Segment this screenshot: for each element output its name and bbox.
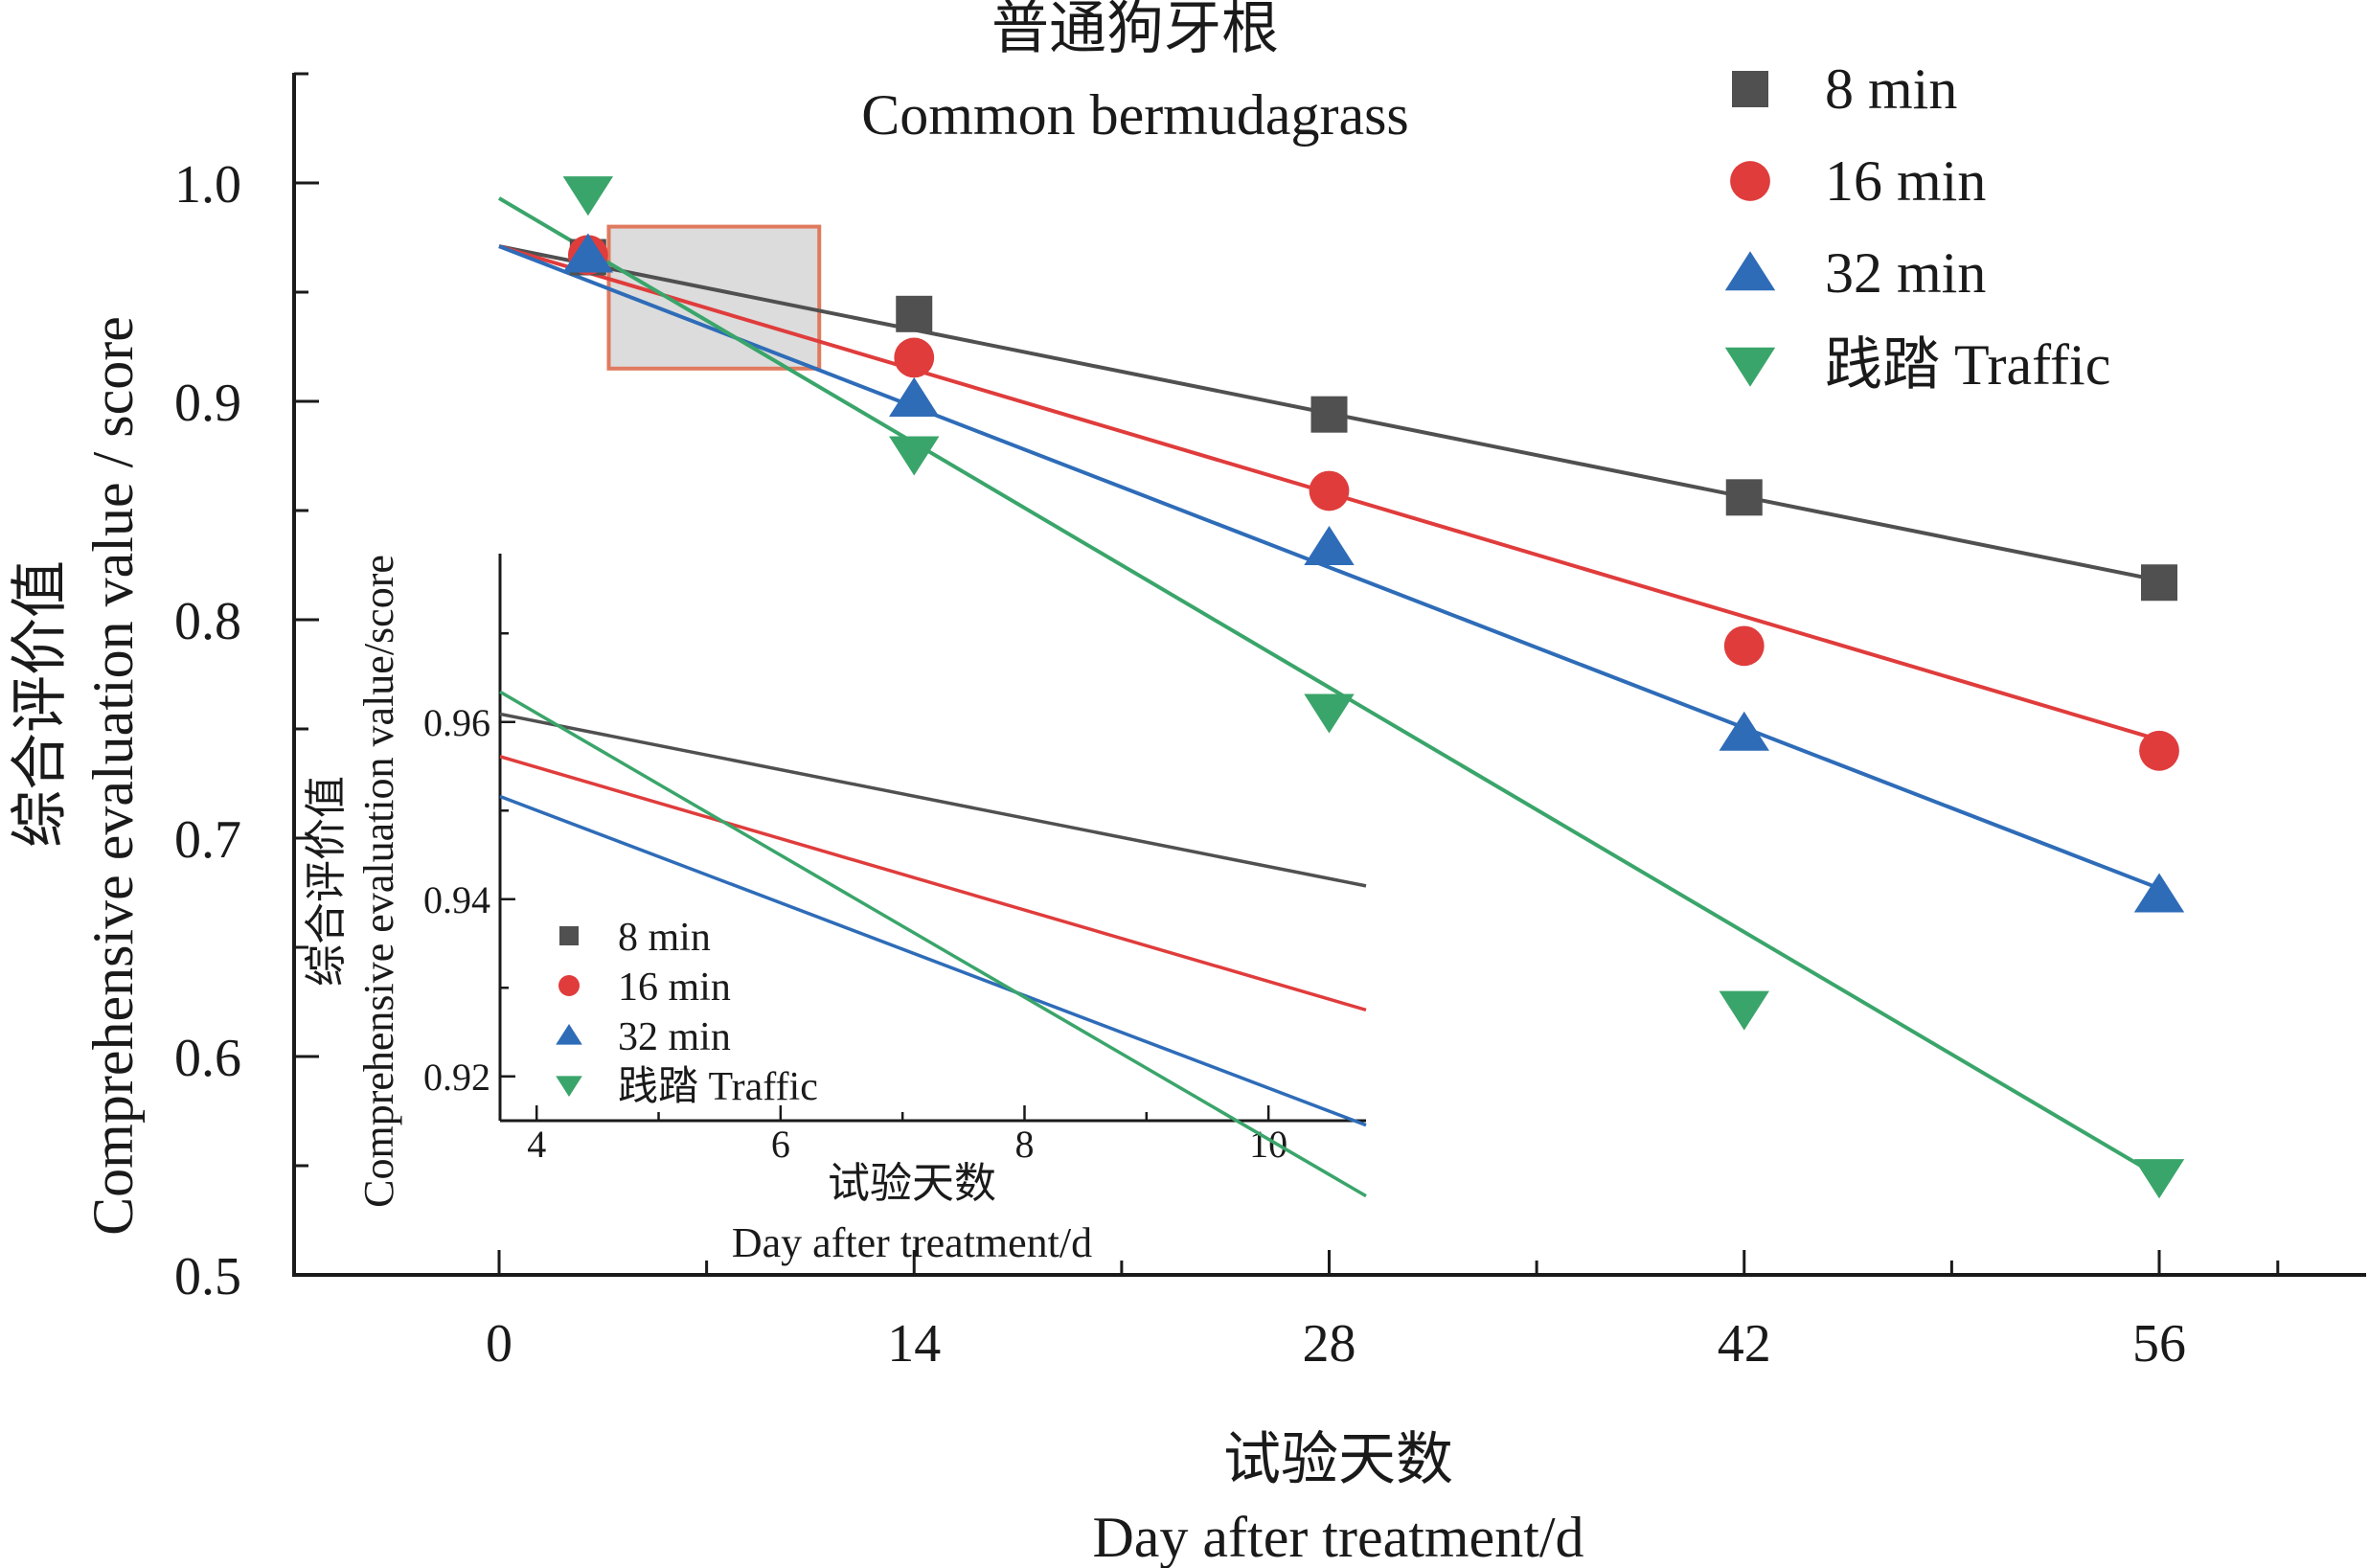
y-axis-label: Comprehensive evaluation value / score	[81, 316, 145, 1236]
inset-x-tick-label: 8	[1014, 1123, 1034, 1166]
fit-line-3	[497, 196, 2161, 1179]
inset-line-2	[499, 794, 1367, 1127]
zoom-region-box	[606, 224, 822, 371]
data-point-2-1	[889, 376, 940, 417]
inset-x-tick-label: 10	[1249, 1123, 1287, 1166]
x-axis-label-cn: 试验天数	[1223, 1428, 1453, 1491]
legend-label-1: 16 min	[1825, 149, 1986, 213]
data-point-1-2	[1309, 470, 1350, 511]
inset-line-1	[499, 755, 1367, 1012]
inset-fit-lines	[499, 690, 1367, 1198]
inset-legend-marker-0	[559, 926, 579, 945]
data-point-1-4	[2139, 730, 2179, 771]
inset-chart: 4 6 8 10 0.92 0.94 0.96 8 min 16 min 32 min 践踏 Tr…	[303, 554, 1367, 1266]
x-tick-label: 42	[1718, 1314, 1771, 1374]
y-axis-label-cn: 综合评价值	[9, 560, 72, 848]
inset-y-tick-label: 0.92	[423, 1056, 490, 1099]
legend-marker-1	[1730, 161, 1770, 201]
data-point-3-2	[1304, 693, 1355, 734]
legend-marker-2	[1724, 251, 1776, 291]
inset-ticks: 4 6 8 10 0.92 0.94 0.96	[423, 632, 1287, 1166]
x-tick-label: 14	[887, 1314, 941, 1374]
y-tick-label: 0.6	[174, 1029, 241, 1088]
inset-legend-label-2: 32 min	[618, 1015, 731, 1059]
legend-label-0: 8 min	[1825, 57, 1957, 121]
legend-marker-3	[1724, 347, 1776, 387]
inset-x-label-cn: 试验天数	[828, 1160, 996, 1207]
inset-x-tick-label: 4	[527, 1123, 546, 1166]
data-point-2-4	[2133, 873, 2185, 913]
data-point-0-3	[1725, 479, 1763, 516]
y-tick-label: 0.9	[174, 374, 241, 433]
y-tick-label: 1.0	[174, 155, 241, 215]
fit-line-2	[498, 244, 2160, 891]
inset-x-tick-label: 6	[771, 1123, 790, 1166]
inset-legend: 8 min 16 min 32 min 践踏 Traffic	[556, 916, 818, 1109]
main-data-points	[562, 176, 2185, 1199]
inset-legend-label-3: 践踏 Traffic	[618, 1065, 818, 1109]
main-legend: 8 min 16 min 32 min 践踏 Traffic	[1724, 57, 2110, 397]
data-point-3-0	[562, 176, 614, 216]
inset-y-label-cn: 综合评价值	[303, 776, 350, 987]
data-point-2-0	[562, 233, 614, 273]
data-point-0-2	[1310, 396, 1348, 433]
data-point-3-1	[889, 436, 940, 476]
inset-y-tick-label: 0.96	[423, 701, 490, 744]
legend-label-2: 32 min	[1825, 241, 1986, 305]
inset-line-0	[499, 712, 1367, 888]
legend-label-3: 践踏 Traffic	[1825, 333, 2110, 397]
data-point-3-4	[2133, 1159, 2185, 1199]
inset-legend-label-0: 8 min	[618, 916, 711, 960]
data-point-0-4	[2141, 564, 2177, 602]
main-ticks: 0 14 28 42 56 0.5 0.6 0.7 0.8 0.9 1.0	[174, 72, 2280, 1374]
inset-legend-marker-1	[558, 975, 580, 996]
x-tick-label: 56	[2132, 1314, 2186, 1374]
x-tick-label: 0	[486, 1314, 513, 1374]
y-tick-label: 0.5	[174, 1247, 241, 1307]
inset-y-tick-label: 0.94	[423, 878, 490, 921]
data-point-2-2	[1304, 525, 1355, 565]
x-tick-label: 28	[1303, 1314, 1356, 1374]
chart-subtitle: Common bermudagrass	[861, 83, 1409, 147]
inset-legend-label-1: 16 min	[618, 966, 731, 1010]
inset-y-label: Comprehensive evaluation value/score	[355, 555, 402, 1208]
data-point-0-1	[896, 295, 933, 332]
x-axis-label: Day after treatment/d	[1092, 1506, 1583, 1568]
legend-marker-0	[1732, 71, 1768, 107]
inset-legend-marker-2	[556, 1024, 582, 1045]
data-point-2-3	[1719, 711, 1769, 751]
y-tick-label: 0.8	[174, 592, 241, 651]
y-tick-label: 0.7	[174, 810, 241, 870]
inset-x-label: Day after treatment/d	[732, 1219, 1092, 1266]
chart-title-cn: 普通狗牙根	[991, 0, 1279, 60]
data-point-1-3	[1723, 625, 1765, 667]
inset-legend-marker-3	[556, 1076, 582, 1097]
data-point-3-3	[1719, 990, 1769, 1031]
data-point-1-1	[894, 337, 935, 378]
inset-line-3	[499, 690, 1367, 1198]
